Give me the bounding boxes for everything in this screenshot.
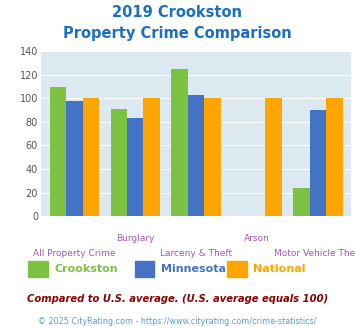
Text: Property Crime Comparison: Property Crime Comparison: [63, 26, 292, 41]
Text: Motor Vehicle Theft: Motor Vehicle Theft: [274, 249, 355, 258]
Bar: [265, 98, 282, 216]
Bar: [326, 98, 343, 216]
Bar: [50, 86, 66, 216]
Bar: [83, 98, 99, 216]
Bar: [293, 188, 310, 216]
Text: All Property Crime: All Property Crime: [33, 249, 116, 258]
Bar: [310, 110, 326, 216]
Bar: [143, 98, 160, 216]
Bar: [204, 98, 221, 216]
Text: Compared to U.S. average. (U.S. average equals 100): Compared to U.S. average. (U.S. average …: [27, 294, 328, 304]
Bar: [66, 101, 83, 216]
Bar: [171, 69, 188, 216]
Text: Larceny & Theft: Larceny & Theft: [160, 249, 232, 258]
Text: National: National: [253, 264, 306, 274]
Bar: [127, 118, 143, 216]
Text: © 2025 CityRating.com - https://www.cityrating.com/crime-statistics/: © 2025 CityRating.com - https://www.city…: [38, 317, 317, 326]
Text: 2019 Crookston: 2019 Crookston: [113, 5, 242, 20]
Text: Burglary: Burglary: [116, 234, 154, 243]
Text: Minnesota: Minnesota: [161, 264, 226, 274]
Text: Arson: Arson: [244, 234, 270, 243]
Bar: [110, 109, 127, 216]
Bar: [188, 95, 204, 216]
Text: Crookston: Crookston: [54, 264, 118, 274]
